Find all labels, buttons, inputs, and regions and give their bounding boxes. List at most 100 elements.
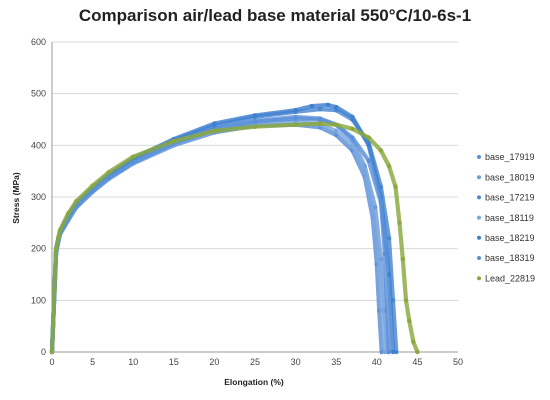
data-point	[334, 122, 339, 127]
y-tick-label: 200	[31, 244, 46, 254]
y-tick-label: 0	[41, 347, 46, 357]
data-point	[376, 256, 381, 262]
legend-marker	[477, 256, 481, 260]
data-point	[252, 113, 258, 118]
series-base_18019	[49, 114, 390, 355]
legend-marker	[477, 175, 481, 180]
series-line-base_18319	[49, 116, 392, 355]
data-point	[293, 116, 298, 121]
legend-label: base_18019	[485, 172, 535, 182]
data-point	[309, 103, 314, 109]
x-tick-label: 30	[291, 357, 301, 367]
data-point	[382, 251, 388, 256]
x-tick-label: 0	[49, 357, 54, 367]
data-point	[400, 256, 405, 262]
data-point	[394, 349, 399, 355]
data-point	[252, 124, 258, 129]
legend-marker	[477, 276, 481, 281]
y-tick-label: 100	[31, 295, 46, 305]
data-point	[403, 298, 409, 303]
x-tick-label: 10	[128, 357, 138, 367]
legend: base_17919 base_18019 base_17219 base_18119…	[477, 152, 535, 283]
plot-area	[49, 102, 420, 355]
data-point	[386, 349, 392, 355]
x-axis-title: Elongation (%)	[224, 377, 284, 387]
y-tick-label: 300	[31, 192, 46, 202]
data-point	[397, 220, 402, 225]
data-point	[411, 339, 416, 344]
data-point	[386, 163, 392, 169]
legend-label: base_17219	[485, 193, 535, 203]
data-point	[317, 121, 323, 126]
data-point	[66, 211, 71, 216]
data-point	[378, 200, 384, 205]
legend-label: base_18119	[485, 213, 534, 223]
data-point	[393, 184, 398, 189]
data-point	[317, 107, 323, 112]
axes: 0 100 200 300 400 500 600 0 5 10 15 20 25 30 35 40 45 50	[31, 37, 463, 367]
series-Lead_22819	[49, 121, 420, 355]
legend-marker	[477, 215, 481, 220]
data-point	[49, 349, 55, 355]
data-point	[90, 188, 95, 193]
y-tick-label: 600	[31, 37, 46, 47]
x-tick-label: 45	[412, 357, 422, 367]
data-point	[252, 119, 258, 124]
x-tick-label: 5	[90, 357, 95, 367]
data-point	[53, 246, 59, 251]
data-point	[350, 126, 355, 131]
series-base_18119	[49, 119, 388, 355]
y-tick-label: 400	[31, 140, 46, 150]
data-point	[378, 148, 384, 153]
series-base_18319	[49, 116, 392, 355]
data-point	[334, 104, 339, 110]
y-tick-label: 500	[31, 89, 46, 99]
legend-marker	[477, 195, 481, 200]
data-point	[366, 158, 371, 163]
data-point	[382, 349, 388, 355]
x-tick-label: 40	[372, 357, 382, 367]
data-point	[212, 121, 217, 126]
data-point	[415, 349, 420, 355]
x-tick-label: 20	[209, 357, 219, 367]
data-point	[90, 183, 95, 188]
legend-label: base_18219	[485, 233, 535, 243]
data-point	[390, 349, 396, 355]
data-point	[171, 139, 176, 144]
data-point	[370, 210, 375, 215]
data-point	[106, 170, 112, 175]
y-axis-title: Stress (MPa)	[11, 172, 21, 224]
data-point	[74, 198, 79, 204]
data-point	[407, 318, 412, 324]
legend-label: Lead_22819	[485, 273, 535, 283]
x-tick-label: 25	[250, 357, 260, 367]
x-tick-label: 50	[453, 357, 463, 367]
data-point	[334, 128, 339, 134]
data-point	[131, 160, 136, 165]
data-point	[373, 205, 378, 210]
data-point	[131, 154, 136, 159]
series-line-base_17919	[49, 122, 384, 355]
x-tick-label: 15	[169, 357, 179, 367]
series-line-base_18119	[49, 119, 387, 355]
data-point	[379, 308, 384, 313]
data-point	[350, 135, 355, 140]
data-point	[57, 227, 63, 233]
legend-label: base_18319	[485, 253, 535, 263]
data-point	[212, 128, 217, 134]
series-base_17919	[49, 122, 384, 355]
chart-title: Comparison air/lead base material 550°C/…	[78, 6, 472, 25]
data-point	[56, 235, 61, 240]
x-tick-label: 35	[331, 357, 341, 367]
data-point	[317, 117, 323, 122]
data-point	[52, 287, 57, 293]
data-point	[293, 122, 298, 127]
data-point	[325, 102, 331, 108]
data-point	[362, 169, 367, 174]
data-point	[350, 114, 355, 120]
legend-label: base_17919	[485, 152, 535, 162]
data-point	[366, 143, 371, 148]
data-point	[350, 143, 355, 148]
legend-marker	[477, 155, 481, 159]
